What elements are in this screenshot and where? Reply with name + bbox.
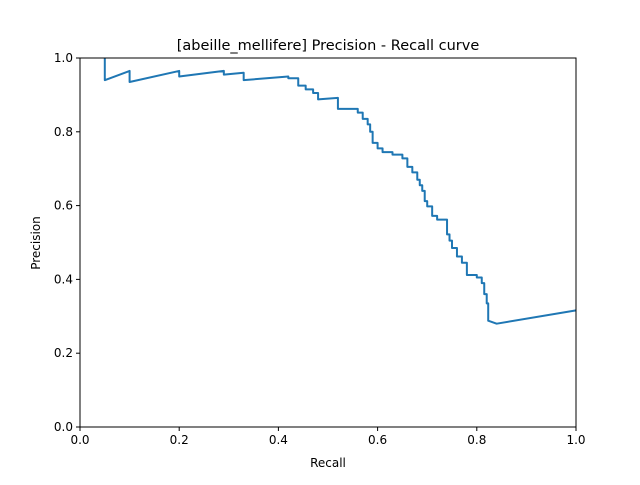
x-axis-ticks: 0.0 0.2 0.4 0.6 0.8 1.0: [70, 427, 586, 447]
x-tick-label: 0.6: [368, 433, 387, 447]
x-tick-label: 0.4: [269, 433, 288, 447]
y-tick-label: 0.8: [54, 125, 73, 139]
x-axis-label: Recall: [310, 456, 346, 470]
y-tick-label: 0.6: [54, 199, 73, 213]
x-tick-label: 0.2: [170, 433, 189, 447]
y-axis-ticks: 0.0 0.2 0.4 0.6 0.8 1.0: [54, 51, 80, 434]
x-tick-label: 0.0: [70, 433, 89, 447]
plot-area-frame: [79, 57, 577, 428]
x-tick-label: 1.0: [566, 433, 585, 447]
y-axis-label: Precision: [29, 216, 43, 270]
chart-title: [abeille_mellifere] Precision - Recall c…: [177, 38, 480, 54]
y-tick-label: 1.0: [54, 51, 73, 65]
x-tick-label: 0.8: [467, 433, 486, 447]
y-tick-label: 0.4: [54, 272, 73, 286]
y-tick-label: 0.2: [54, 346, 73, 360]
y-tick-label: 0.0: [54, 420, 73, 434]
series-line-precision-recall: [103, 58, 577, 325]
